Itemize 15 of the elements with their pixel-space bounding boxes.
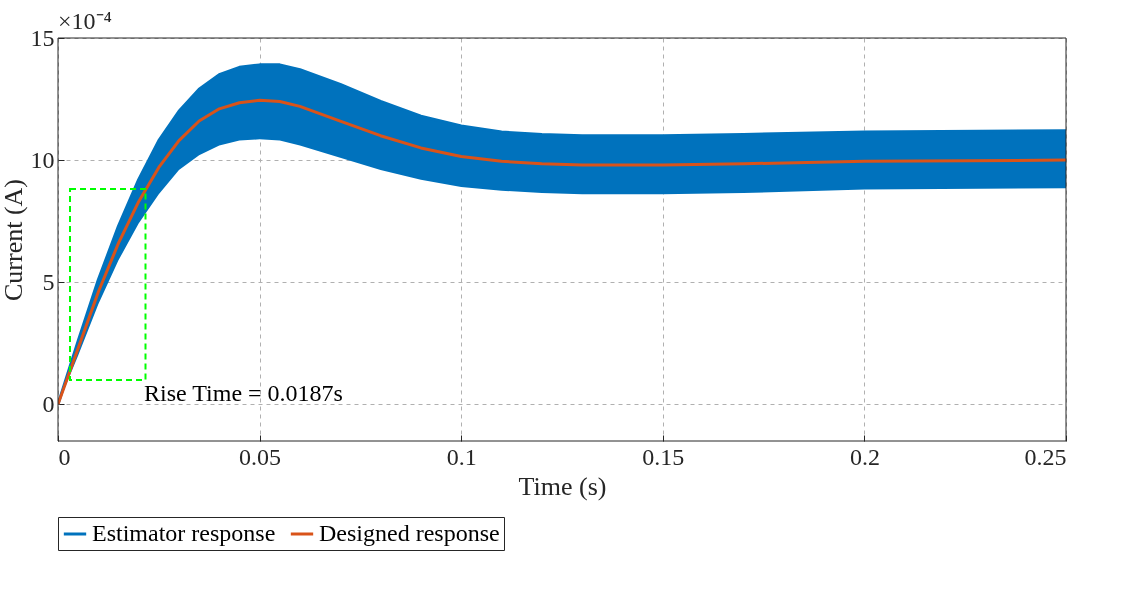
annotation: Rise Time = 0.0187s [144,380,343,406]
legend-label: Designed response [319,520,500,546]
x-axis-title: Time (s) [518,471,607,501]
x-tick-label: 0.1 [446,443,477,470]
x-tick-label: 0.15 [642,443,685,470]
text: ×10⁻⁴ [58,8,112,34]
y-tick-label: 10 [30,146,55,173]
y-tick-label: 0 [42,390,55,417]
legend-label: Estimator response [92,520,276,546]
y-tick-label: 15 [30,24,55,51]
x-tick-label: 0.2 [849,443,880,470]
y-axis-title: Current (A) [0,178,28,302]
y-tick-label: 5 [42,268,55,295]
x-tick-label: 0.05 [239,443,282,470]
x-tick-label: 0.25 [1024,443,1067,470]
